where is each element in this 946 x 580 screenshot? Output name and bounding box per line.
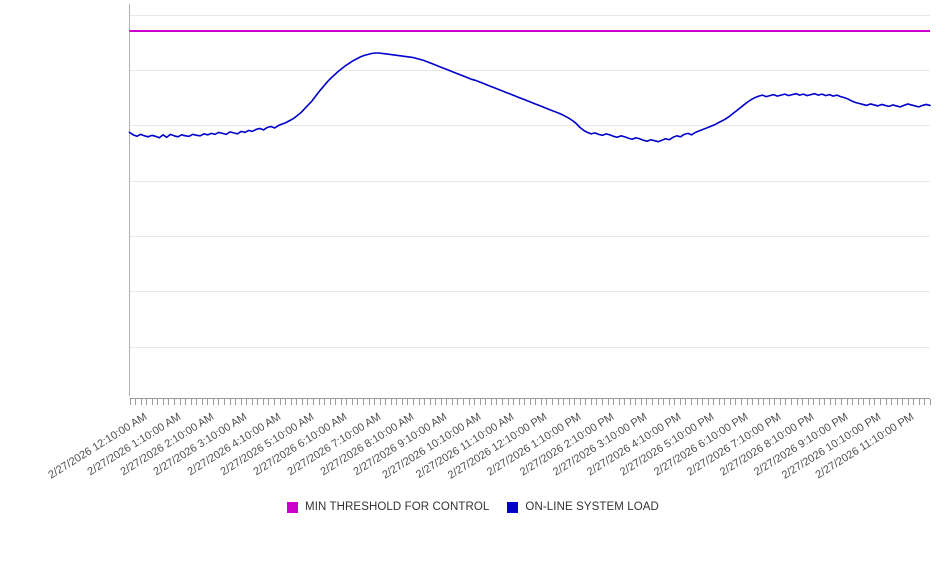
legend-label-min-threshold: MIN THRESHOLD FOR CONTROL <box>305 501 490 513</box>
chart-legend: MIN THRESHOLD FOR CONTROL ON-LINE SYSTEM… <box>0 498 946 516</box>
line-chart: 2/27/2026 12:10:00 AM 2/27/2026 1:10:00 A… <box>0 4 946 516</box>
gridlines <box>129 15 930 348</box>
plot-area <box>128 4 931 405</box>
legend-item-online-system-load[interactable]: ON-LINE SYSTEM LOAD <box>507 501 659 513</box>
online-system-load-line <box>128 52 931 143</box>
legend-swatch-online-system-load <box>507 501 519 513</box>
x-axis-tick-marks <box>129 398 931 405</box>
legend-item-min-threshold[interactable]: MIN THRESHOLD FOR CONTROL <box>287 501 489 513</box>
legend-label-online-system-load: ON-LINE SYSTEM LOAD <box>525 501 659 513</box>
legend-swatch-min-threshold <box>287 501 299 513</box>
